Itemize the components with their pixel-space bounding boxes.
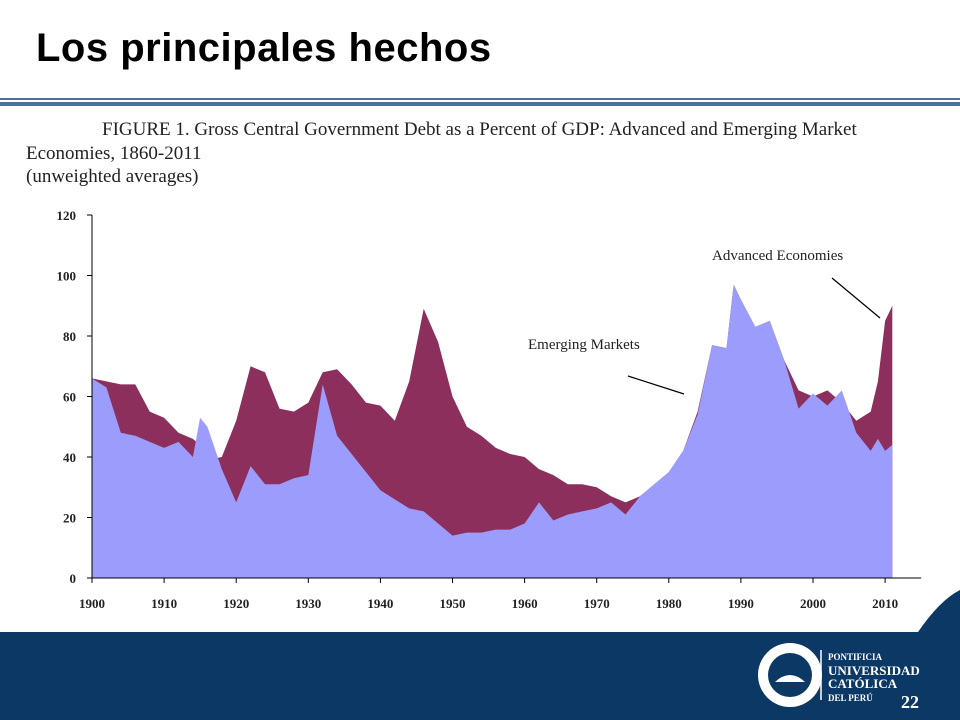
y-tick-label: 120	[57, 208, 77, 223]
x-tick-label: 1960	[512, 596, 538, 611]
x-tick-label: 1920	[223, 596, 249, 611]
annotation: Emerging Markets	[528, 337, 640, 353]
y-tick-label: 60	[63, 390, 76, 405]
x-tick-label: 1950	[440, 596, 466, 611]
y-tick-label: 80	[63, 329, 76, 344]
figure-subtitle: (unweighted averages)	[26, 166, 199, 187]
figure-title: FIGURE 1. Gross Central Government Debt …	[26, 119, 857, 164]
x-tick-label: 2010	[872, 596, 898, 611]
slide-title: Los principales hechos	[36, 26, 492, 70]
page-number: 22	[901, 692, 919, 712]
x-tick-label: 1940	[367, 596, 393, 611]
area	[92, 284, 893, 578]
annotation: Advanced Economies	[712, 248, 843, 264]
x-tick-label: 1910	[151, 596, 177, 611]
y-tick-label: 0	[70, 571, 77, 586]
logo-text: CATÓLICA	[828, 676, 898, 691]
x-tick-label: 1970	[584, 596, 610, 611]
y-tick-label: 100	[57, 269, 77, 284]
y-tick-label: 40	[63, 450, 76, 465]
logo-text: UNIVERSIDAD	[828, 663, 920, 678]
x-tick-label: 1980	[656, 596, 682, 611]
x-tick-label: 1900	[79, 596, 105, 611]
x-tick-label: 1990	[728, 596, 754, 611]
logo-text: DEL PERÚ	[828, 693, 873, 703]
x-tick-label: 2000	[800, 596, 826, 611]
logo-text: PONTIFICIA	[828, 652, 883, 662]
x-tick-label: 1930	[295, 596, 321, 611]
y-tick-label: 20	[63, 511, 76, 526]
